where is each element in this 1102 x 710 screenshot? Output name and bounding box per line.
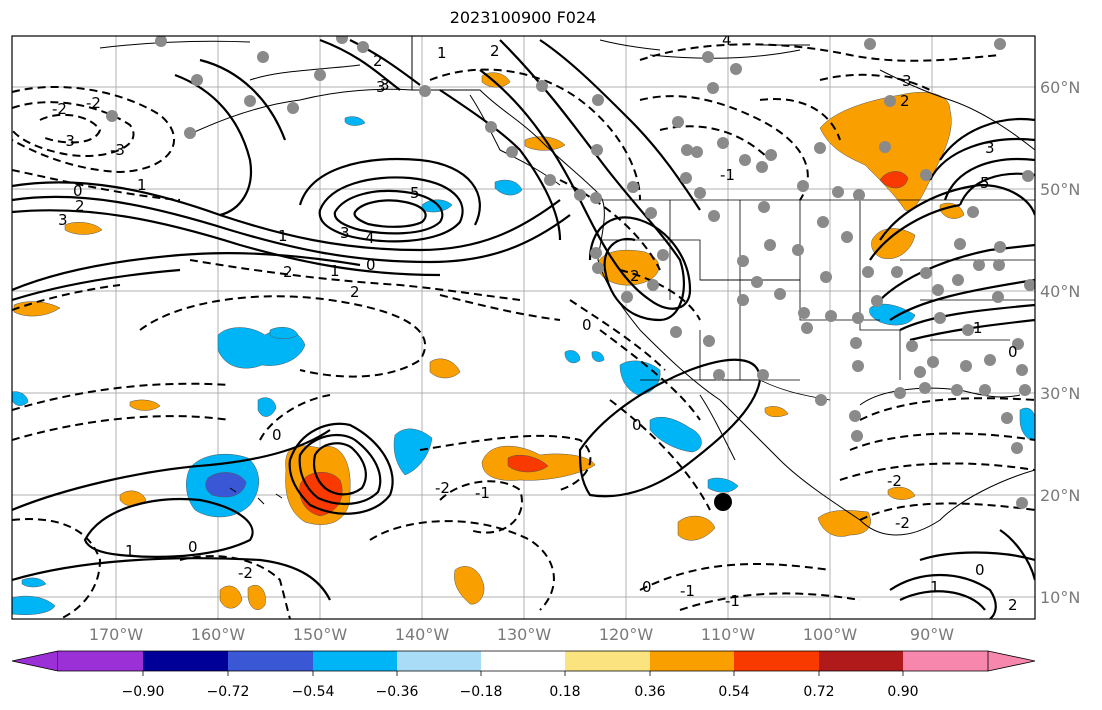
contour-label: 5 (980, 174, 990, 192)
contour-label: 3 (58, 211, 68, 229)
contour-label: 1 (930, 578, 940, 596)
contour-label: 1 (137, 176, 147, 194)
colorbar-segment (313, 651, 397, 671)
contour-label: 1 (973, 319, 983, 337)
contour-label: -3 (60, 132, 75, 150)
political-borders (600, 199, 1035, 401)
longitude-label: 150°W (293, 625, 348, 644)
contour-label: 0 (366, 256, 376, 274)
contour-label: 0 (73, 182, 83, 200)
contour-label: -2 (52, 100, 67, 118)
latitude-axis: 60°N 50°N 40°N 30°N 20°N 10°N (1040, 78, 1080, 607)
contour-label: 1 (330, 262, 340, 280)
longitude-label: 140°W (395, 625, 450, 644)
map-title: 2023100900 F024 (449, 8, 597, 27)
colorbar-tick-label: 0.90 (887, 684, 918, 700)
contour-label: 1 (125, 542, 135, 560)
contour-label: 3 (380, 76, 390, 94)
contour-label: 2 (490, 42, 500, 60)
colorbar-tick-label: 0.54 (718, 684, 749, 700)
latitude-label: 10°N (1040, 588, 1080, 607)
contour-label: 5 (410, 184, 420, 202)
contour-label: -1 (680, 582, 695, 600)
contour-label: -1 (725, 592, 740, 610)
longitude-label: 90°W (910, 625, 954, 644)
longitude-label: 160°W (191, 625, 246, 644)
colorbar-tick-label: −0.54 (292, 684, 335, 700)
contour-label: -1 (475, 484, 490, 502)
contour-label: 3 (902, 72, 912, 90)
contour-label-group: -2 -3 -2 -3 0 1 2 3 5 3 4 1 2 0 1 2 3 2 … (52, 31, 1018, 614)
contour-label: 3 (376, 78, 386, 96)
colorbar-tick-label: 0.36 (634, 684, 665, 700)
contour-label: 2 (630, 267, 640, 285)
colorbar-tick-label: −0.72 (207, 684, 250, 700)
contour-label: 2 (1008, 596, 1018, 614)
contour-label: 4 (722, 31, 732, 49)
contour-label: 2 (283, 263, 293, 281)
colorbar-segment (481, 651, 565, 671)
contour-label: 2 (900, 92, 910, 110)
contour-label: 0 (188, 538, 198, 556)
contour-label: 1 (437, 44, 447, 62)
observation-stations (106, 36, 1035, 509)
colorbar-segment (819, 651, 903, 671)
contour-label: -2 (435, 479, 450, 497)
colorbar-tick-label: −0.90 (122, 684, 165, 700)
contour-label: -1 (720, 166, 735, 184)
contour-label: 0 (632, 416, 642, 434)
contour-label: -3 (110, 141, 125, 159)
colorbar-segment (228, 651, 313, 671)
colorbar-segment (903, 651, 988, 671)
contour-label: 1 (278, 227, 288, 245)
contour-label: 3 (340, 224, 350, 242)
contour-label: -2 (887, 472, 902, 490)
colorbar-segment (143, 651, 228, 671)
contour-label: 0 (1008, 343, 1018, 361)
colorbar-tick-label: 0.18 (549, 684, 580, 700)
colorbar-segment (397, 651, 481, 671)
longitude-label: 170°W (89, 625, 144, 644)
contour-label: 2 (373, 52, 383, 70)
storm-center-marker (714, 493, 732, 511)
latitude-label: 30°N (1040, 384, 1080, 403)
plot-frame (11, 35, 1036, 620)
negative-contours (12, 43, 1035, 619)
colorbar-extend-low (11, 650, 59, 672)
contour-label: -2 (238, 564, 253, 582)
latitude-label: 40°N (1040, 282, 1080, 301)
contour-label: 3 (985, 139, 995, 157)
longitude-axis: 170°W 160°W 150°W 140°W 130°W 120°W 110°… (89, 625, 954, 644)
positive-contours (12, 38, 1035, 619)
colorbar-tick-label: 0.72 (803, 684, 834, 700)
colorbar-segment (565, 651, 650, 671)
colorbar-segment (734, 651, 819, 671)
latitude-label: 20°N (1040, 486, 1080, 505)
colorbar-tick-label: −0.18 (460, 684, 503, 700)
longitude-label: 100°W (803, 625, 858, 644)
colorbar: −0.90 −0.72 −0.54 −0.36 −0.18 0.18 0.36 … (11, 650, 1036, 700)
contour-label: -2 (895, 514, 910, 532)
colorbar-extend-high (987, 650, 1036, 672)
longitude-label: 130°W (497, 625, 552, 644)
contour-label: 0 (272, 426, 282, 444)
contour-label: 0 (582, 316, 592, 334)
contour-label: 2 (350, 283, 360, 301)
contour-label: -2 (86, 94, 101, 112)
contour-label: 4 (365, 229, 375, 247)
longitude-label: 120°W (599, 625, 654, 644)
contour-label: 2 (75, 197, 85, 215)
colorbar-segment (58, 651, 143, 671)
latitude-label: 60°N (1040, 78, 1080, 97)
colorbar-ticks (142, 671, 904, 676)
longitude-label: 110°W (701, 625, 756, 644)
colorbar-segment (650, 651, 734, 671)
colorbar-tick-label: −0.36 (376, 684, 419, 700)
contour-label: 0 (975, 561, 985, 579)
latitude-label: 50°N (1040, 180, 1080, 199)
contour-label: 0 (642, 578, 652, 596)
